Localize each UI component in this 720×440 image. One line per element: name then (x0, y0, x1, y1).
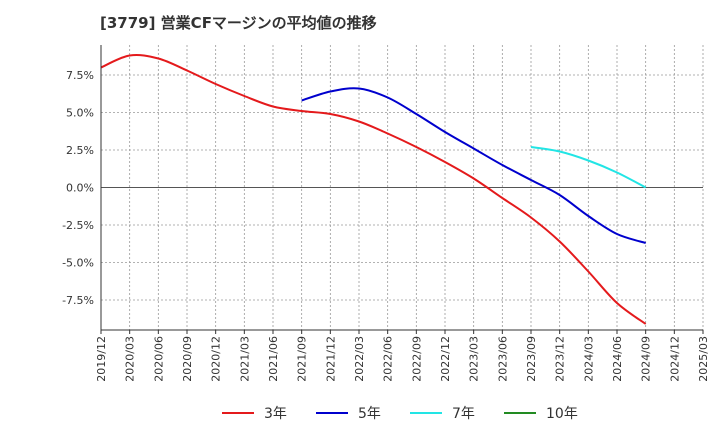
y-tick-label: 0.0% (66, 182, 94, 195)
y-tick-label: 2.5% (66, 144, 94, 157)
x-tick-label: 2023/12 (554, 336, 567, 382)
x-tick-label: 2022/03 (353, 336, 366, 382)
legend: 3年 5年 7年 10年 (222, 406, 578, 422)
y-tick-label: 7.5% (66, 69, 94, 82)
x-tick-label: 2023/06 (496, 336, 509, 382)
legend-label: 10年 (546, 406, 578, 422)
x-tick-label: 2022/12 (439, 336, 452, 382)
x-tick-label: 2020/03 (124, 336, 137, 382)
x-tick-label: 2019/12 (95, 336, 108, 382)
series-line-3 (530, 146, 647, 189)
x-tick-label: 2024/06 (611, 336, 624, 382)
x-tick-label: 2023/09 (525, 336, 538, 382)
x-tick-label: 2022/09 (410, 336, 423, 382)
x-tick-label: 2024/12 (668, 336, 681, 382)
x-tick-label: 2025/03 (697, 336, 710, 382)
y-tick-label: 5.0% (66, 107, 94, 120)
x-tick-label: 2024/09 (640, 336, 653, 382)
legend-label: 3年 (264, 406, 287, 422)
x-tick-label: 2020/12 (210, 336, 223, 382)
legend-label: 7年 (452, 406, 475, 422)
y-tick-label: -7.5% (62, 294, 94, 307)
y-tick-label: -2.5% (62, 219, 94, 232)
x-tick-label: 2022/06 (382, 336, 395, 382)
x-tick-label: 2024/03 (582, 336, 595, 382)
y-tick-label: -5.0% (62, 257, 94, 270)
chart-title: [3779] 営業CFマージンの平均値の推移 (100, 14, 377, 32)
series-layer (100, 53, 647, 325)
grid-layer (100, 45, 704, 330)
series-line-1 (100, 53, 647, 325)
x-tick-label: 2020/06 (152, 336, 165, 382)
x-tick-label: 2021/03 (238, 336, 251, 382)
x-tick-label: 2023/03 (468, 336, 481, 382)
x-tick-label: 2021/12 (324, 336, 337, 382)
x-tick-label: 2021/06 (267, 336, 280, 382)
x-tick-label: 2021/09 (296, 336, 309, 382)
legend-label: 5年 (358, 406, 381, 422)
axis-layer: 7.5% 5.0% 2.5% 0.0% -2.5% -5.0% -7.5% 2019/12 20… (62, 45, 710, 382)
series-line-2 (301, 87, 646, 244)
x-tick-label: 2020/09 (181, 336, 194, 382)
